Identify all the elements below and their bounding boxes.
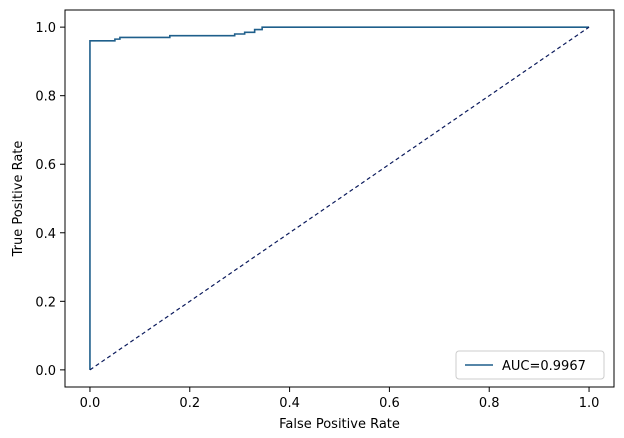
y-axis-label: True Positive Rate [11, 141, 26, 258]
y-tick-label: 0.2 [35, 295, 56, 310]
y-axis-ticks: 0.0 0.2 0.4 0.6 0.8 1.0 [35, 21, 65, 379]
y-tick-label: 1.0 [35, 21, 56, 36]
x-tick-label: 0.6 [379, 396, 400, 411]
x-tick-label: 0.8 [479, 396, 500, 411]
legend: AUC=0.9967 [455, 350, 605, 380]
legend-label: AUC=0.9967 [502, 359, 586, 374]
x-axis-label: False Positive Rate [279, 417, 400, 432]
roc-curve-line [89, 26, 590, 370]
x-tick-label: 1.0 [579, 396, 600, 411]
legend-box [455, 350, 605, 380]
plot-frame [64, 9, 615, 388]
chance-line [89, 26, 590, 371]
plot-series [89, 26, 590, 371]
x-axis-ticks: 0.0 0.2 0.4 0.6 0.8 1.0 [80, 387, 600, 411]
x-tick-label: 0.2 [179, 396, 200, 411]
y-tick-label: 0.4 [35, 227, 56, 242]
y-tick-label: 0.8 [35, 90, 56, 105]
y-tick-label: 0.0 [35, 364, 56, 379]
x-tick-label: 0.0 [80, 396, 101, 411]
x-tick-label: 0.4 [279, 396, 300, 411]
y-tick-label: 0.6 [35, 158, 56, 173]
